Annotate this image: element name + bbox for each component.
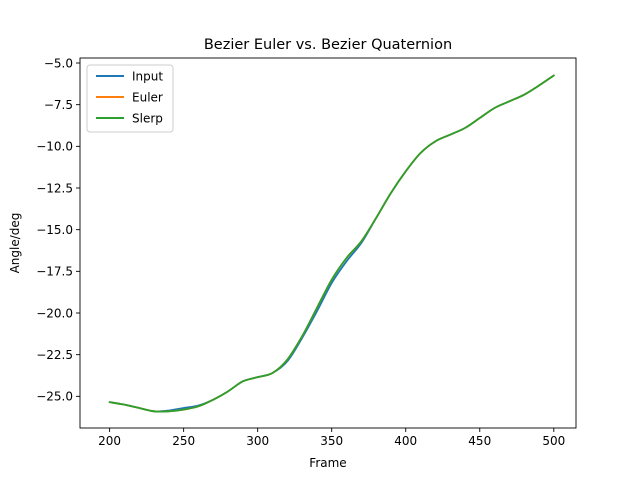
x-tick-label: 300 bbox=[246, 434, 269, 448]
legend-label-slerp: Slerp bbox=[132, 112, 163, 126]
y-tick-label: −12.5 bbox=[36, 181, 73, 195]
chart-title: Bezier Euler vs. Bezier Quaternion bbox=[204, 37, 452, 53]
legend: Input Euler Slerp bbox=[86, 64, 174, 133]
y-axis-label: Angle/deg bbox=[8, 213, 22, 274]
legend-label-euler: Euler bbox=[132, 91, 163, 105]
y-tick-label: −7.5 bbox=[44, 98, 73, 112]
y-tick-label: −10.0 bbox=[36, 140, 73, 154]
series-line-slerp bbox=[108, 74, 555, 413]
x-tick-label: 400 bbox=[394, 434, 417, 448]
x-axis: 200 250 300 350 400 450 500 bbox=[98, 428, 565, 448]
series-layer bbox=[108, 74, 555, 413]
y-tick-label: −25.0 bbox=[36, 390, 73, 404]
x-tick-label: 500 bbox=[542, 434, 565, 448]
y-tick-label: −22.5 bbox=[36, 348, 73, 362]
legend-label-input: Input bbox=[132, 70, 163, 84]
y-tick-label: −17.5 bbox=[36, 265, 73, 279]
plot-area bbox=[79, 57, 577, 429]
y-tick-label: −15.0 bbox=[36, 223, 73, 237]
y-axis: −25.0 −22.5 −20.0 −17.5 −15.0 −12.5 −10.0 −7.5 −… bbox=[36, 56, 80, 404]
x-tick-label: 250 bbox=[172, 434, 195, 448]
axes-frame bbox=[79, 57, 577, 429]
x-tick-label: 350 bbox=[320, 434, 343, 448]
x-axis-label: Frame bbox=[309, 456, 346, 470]
legend-box bbox=[86, 64, 174, 133]
x-tick-label: 450 bbox=[468, 434, 491, 448]
y-tick-label: −5.0 bbox=[44, 56, 73, 70]
x-tick-label: 200 bbox=[98, 434, 121, 448]
y-tick-label: −20.0 bbox=[36, 306, 73, 320]
